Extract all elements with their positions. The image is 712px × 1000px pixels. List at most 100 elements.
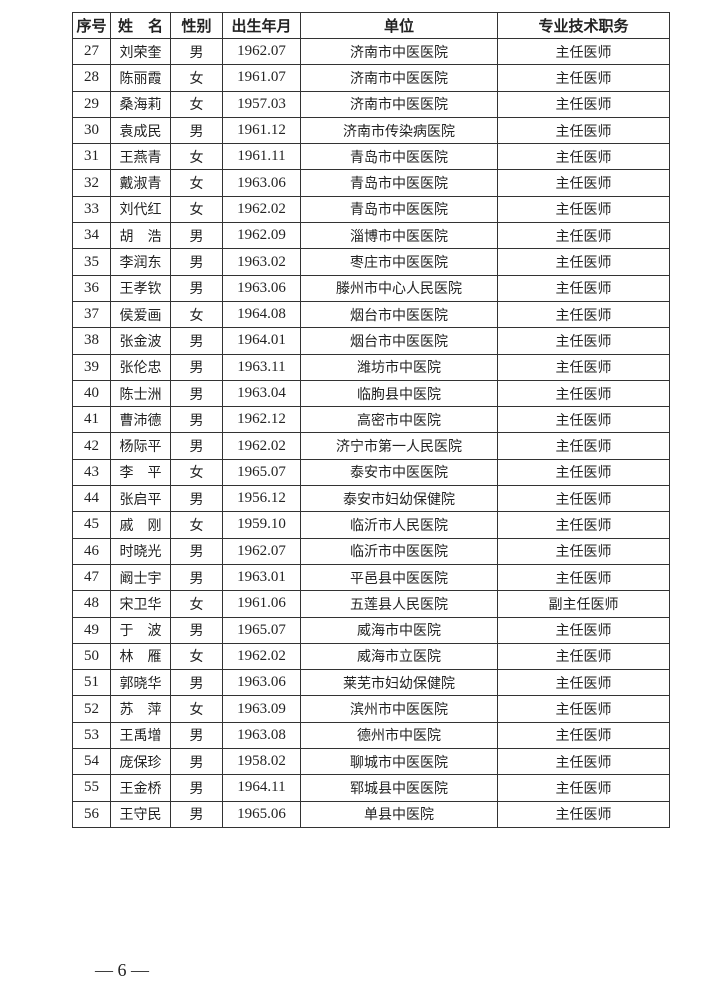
table-row: 40 陈士洲男 1963.04 临朐县中医院 主任医师	[72, 379, 670, 408]
title-cell: 主任医师	[497, 37, 670, 66]
seq-cell: 49	[72, 616, 111, 644]
gender-cell: 女	[170, 695, 223, 723]
title-cell: 主任医师	[497, 695, 670, 723]
title-cell: 主任医师	[497, 616, 670, 644]
gender-cell: 男	[170, 774, 223, 802]
seq-cell: 31	[72, 143, 111, 171]
seq-cell: 42	[72, 432, 111, 460]
unit-cell: 平邑县中医医院	[300, 563, 498, 592]
unit-cell: 临沂市人民医院	[300, 511, 498, 539]
header-name: 姓 名	[110, 12, 171, 39]
birth-cell: 1964.08	[222, 300, 301, 329]
birth-cell: 1963.11	[222, 353, 301, 381]
unit-cell: 五莲县人民医院	[300, 590, 498, 618]
birth-cell: 1959.10	[222, 511, 301, 539]
birth-cell: 1964.01	[222, 327, 301, 355]
table-row: 48 宋卫华女 1961.06 五莲县人民医院 副主任医师	[72, 590, 670, 618]
table-row: 27 刘荣奎男 1962.07 济南市中医医院 主任医师	[72, 37, 670, 66]
header-unit: 单位	[300, 12, 498, 39]
name-cell: 戴淑青	[110, 169, 171, 197]
gender-cell: 男	[170, 327, 223, 355]
table-row: 47 阚士宇男 1963.01 平邑县中医医院 主任医师	[72, 563, 670, 592]
name-cell: 王禹增	[110, 721, 171, 750]
title-cell: 主任医师	[497, 485, 670, 513]
page-number: — 6 —	[95, 960, 149, 980]
seq-cell: 45	[72, 511, 111, 539]
seq-cell: 54	[72, 748, 111, 776]
birth-cell: 1964.11	[222, 774, 301, 802]
personnel-table: 序号 姓 名 性别 出生年月 单位 专业技术职务 27 刘荣奎男 1962.07 济南…	[72, 12, 670, 828]
title-cell: 主任医师	[497, 248, 670, 276]
title-cell: 主任医师	[497, 458, 670, 487]
table-row: 44 张启平男 1956.12 泰安市妇幼保健院 主任医师	[72, 485, 670, 513]
title-cell: 主任医师	[497, 774, 670, 802]
seq-cell: 28	[72, 64, 111, 92]
birth-cell: 1962.12	[222, 406, 301, 434]
seq-cell: 44	[72, 485, 111, 513]
name-cell: 庞保珍	[110, 748, 171, 776]
unit-cell: 济南市中医医院	[300, 64, 498, 92]
seq-cell: 30	[72, 116, 111, 145]
unit-cell: 威海市中医院	[300, 616, 498, 644]
unit-cell: 潍坊市中医院	[300, 353, 498, 381]
gender-cell: 男	[170, 274, 223, 302]
table-row: 45 戚 刚女 1959.10 临沂市人民医院 主任医师	[72, 511, 670, 539]
table-row: 41 曹沛德男 1962.12 高密市中医院 主任医师	[72, 406, 670, 434]
seq-cell: 41	[72, 406, 111, 434]
birth-cell: 1962.02	[222, 195, 301, 224]
seq-cell: 29	[72, 90, 111, 118]
seq-cell: 36	[72, 274, 111, 302]
unit-cell: 威海市立医院	[300, 642, 498, 671]
birth-cell: 1961.12	[222, 116, 301, 145]
birth-cell: 1962.09	[222, 222, 301, 250]
seq-cell: 34	[72, 222, 111, 250]
unit-cell: 烟台市中医医院	[300, 300, 498, 329]
table-row: 37 侯爱画女 1964.08 烟台市中医医院 主任医师	[72, 300, 670, 329]
title-cell: 主任医师	[497, 511, 670, 539]
seq-cell: 38	[72, 327, 111, 355]
name-cell: 李 平	[110, 458, 171, 487]
name-cell: 陈士洲	[110, 379, 171, 408]
table-row: 31 王燕青女 1961.11 青岛市中医医院 主任医师	[72, 143, 670, 171]
table-row: 52 苏 萍女 1963.09 滨州市中医医院 主任医师	[72, 695, 670, 723]
table-row: 49 于 波男 1965.07 威海市中医院 主任医师	[72, 616, 670, 644]
birth-cell: 1957.03	[222, 90, 301, 118]
gender-cell: 男	[170, 379, 223, 408]
birth-cell: 1965.06	[222, 800, 301, 828]
name-cell: 陈丽霞	[110, 64, 171, 92]
unit-cell: 淄博市中医医院	[300, 222, 498, 250]
unit-cell: 泰安市中医医院	[300, 458, 498, 487]
unit-cell: 青岛市中医医院	[300, 195, 498, 224]
name-cell: 侯爱画	[110, 300, 171, 329]
unit-cell: 临朐县中医院	[300, 379, 498, 408]
name-cell: 袁成民	[110, 116, 171, 145]
table-row: 36 王孝钦男 1963.06 滕州市中心人民医院 主任医师	[72, 274, 670, 302]
name-cell: 张金波	[110, 327, 171, 355]
title-cell: 主任医师	[497, 379, 670, 408]
header-gender: 性别	[170, 12, 223, 39]
table-row: 34 胡 浩男 1962.09 淄博市中医医院 主任医师	[72, 222, 670, 250]
gender-cell: 女	[170, 143, 223, 171]
unit-cell: 单县中医院	[300, 800, 498, 828]
seq-cell: 52	[72, 695, 111, 723]
birth-cell: 1965.07	[222, 458, 301, 487]
title-cell: 主任医师	[497, 721, 670, 750]
birth-cell: 1963.06	[222, 169, 301, 197]
table-row: 42 杨际平男 1962.02 济宁市第一人民医院 主任医师	[72, 432, 670, 460]
unit-cell: 临沂市中医医院	[300, 537, 498, 565]
name-cell: 王燕青	[110, 143, 171, 171]
unit-cell: 青岛市中医医院	[300, 169, 498, 197]
seq-cell: 55	[72, 774, 111, 802]
seq-cell: 40	[72, 379, 111, 408]
gender-cell: 男	[170, 37, 223, 66]
table-row: 54 庞保珍男 1958.02 聊城市中医医院 主任医师	[72, 748, 670, 776]
name-cell: 王孝钦	[110, 274, 171, 302]
gender-cell: 男	[170, 432, 223, 460]
gender-cell: 女	[170, 590, 223, 618]
unit-cell: 莱芜市妇幼保健院	[300, 669, 498, 697]
name-cell: 桑海莉	[110, 90, 171, 118]
seq-cell: 53	[72, 721, 111, 750]
birth-cell: 1963.06	[222, 274, 301, 302]
seq-cell: 46	[72, 537, 111, 565]
birth-cell: 1961.11	[222, 143, 301, 171]
